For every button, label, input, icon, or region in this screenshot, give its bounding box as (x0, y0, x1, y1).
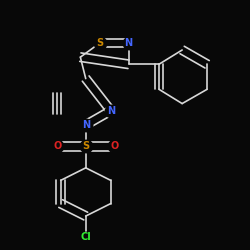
Text: S: S (96, 38, 103, 48)
Text: O: O (110, 142, 118, 152)
Text: N: N (82, 120, 90, 130)
Text: N: N (107, 106, 115, 116)
Text: S: S (82, 142, 89, 152)
Text: O: O (53, 142, 61, 152)
Text: N: N (124, 38, 133, 48)
Text: Cl: Cl (80, 232, 91, 242)
